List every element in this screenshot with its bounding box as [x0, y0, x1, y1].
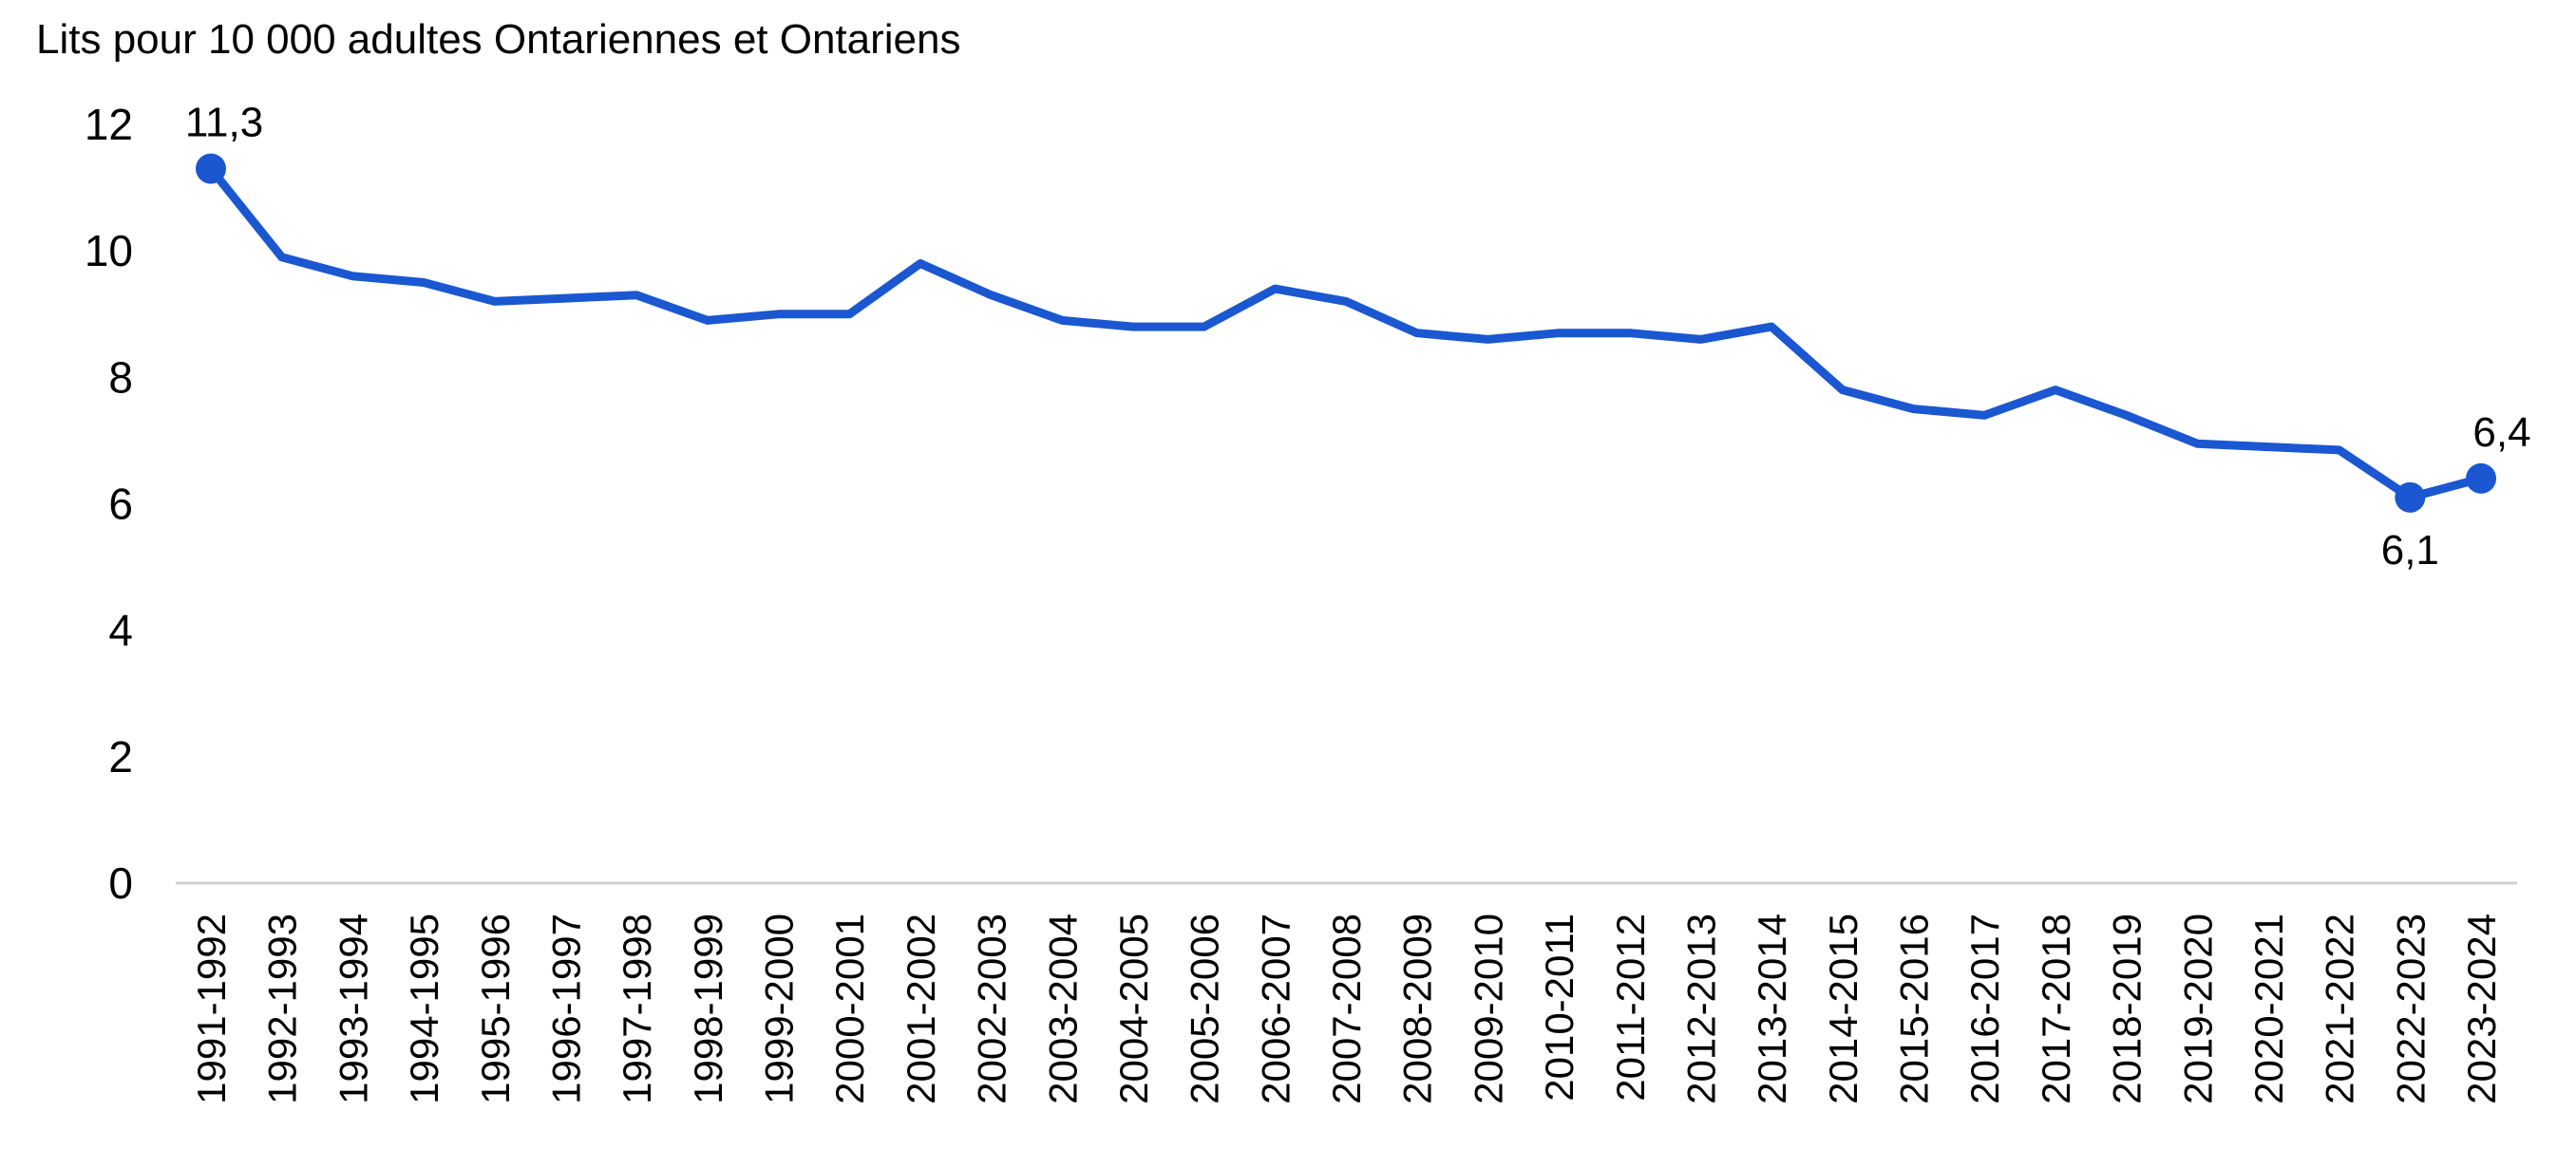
x-tick-label: 2013-2014 [1750, 914, 1794, 1104]
y-tick-label: 4 [108, 606, 133, 655]
x-tick-label: 2020-2021 [2246, 914, 2291, 1104]
y-axis-title: Lits pour 10 000 adultes Ontariennes et … [36, 16, 961, 63]
x-tick-label: 1997-1998 [615, 914, 659, 1104]
data-label: 6,4 [2472, 409, 2530, 456]
data-point-marker [196, 153, 226, 184]
y-tick-label: 6 [108, 480, 133, 529]
data-point-marker [2466, 462, 2496, 494]
data-label: 11,3 [185, 100, 263, 146]
data-labels: 11,3 6,1 6,4 [185, 100, 2531, 574]
x-tick-label: 1996-1997 [543, 914, 588, 1104]
y-tick-label: 10 [85, 226, 133, 275]
data-markers [196, 153, 2496, 513]
x-tick-label: 2005-2006 [1183, 914, 1227, 1104]
x-tick-label: 2007-2008 [1324, 914, 1369, 1104]
x-tick-label: 2018-2019 [2105, 914, 2150, 1104]
x-tick-label: 2002-2003 [970, 914, 1014, 1104]
x-axis-ticks: 1991-1992 1992-1993 1993-1994 1994-1995 1995… [189, 914, 2504, 1104]
y-tick-label: 12 [85, 100, 133, 149]
x-tick-label: 2009-2010 [1466, 914, 1510, 1104]
y-tick-label: 8 [108, 352, 133, 402]
x-tick-label: 2012-2013 [1678, 914, 1723, 1104]
data-point-marker [2395, 481, 2426, 513]
x-tick-label: 2001-2002 [899, 914, 943, 1104]
x-tick-label: 1994-1995 [402, 914, 446, 1104]
x-tick-label: 1992-1993 [260, 914, 305, 1104]
x-tick-label: 1993-1994 [331, 914, 375, 1104]
x-tick-label: 1999-2000 [757, 914, 802, 1104]
x-tick-label: 1991-1992 [189, 914, 234, 1104]
x-tick-label: 2015-2016 [1892, 914, 1937, 1104]
x-tick-label: 2016-2017 [1962, 914, 2007, 1104]
x-tick-label: 2004-2005 [1111, 914, 1156, 1104]
y-tick-label: 0 [108, 858, 133, 908]
series-line [206, 164, 2486, 502]
x-tick-label: 2006-2007 [1253, 914, 1297, 1104]
x-tick-label: 2010-2011 [1537, 914, 1582, 1102]
x-tick-label: 2023-2024 [2459, 914, 2504, 1104]
x-tick-label: 2003-2004 [1040, 914, 1085, 1104]
x-tick-label: 1998-1999 [686, 914, 730, 1104]
x-tick-label: 2021-2022 [2318, 914, 2362, 1104]
x-tick-label: 2008-2009 [1395, 914, 1440, 1104]
y-tick-label: 2 [108, 732, 133, 782]
data-label: 6,1 [2381, 527, 2439, 574]
x-tick-label: 2022-2023 [2388, 914, 2433, 1104]
x-tick-label: 2000-2001 [827, 914, 872, 1104]
y-axis-ticks: 0 2 4 6 8 10 12 [85, 100, 133, 908]
x-tick-label: 2011-2012 [1608, 914, 1653, 1102]
x-tick-label: 2019-2020 [2175, 914, 2220, 1104]
x-tick-label: 2014-2015 [1821, 914, 1866, 1104]
x-tick-label: 2017-2018 [2034, 914, 2078, 1104]
x-tick-label: 1995-1996 [473, 914, 518, 1104]
